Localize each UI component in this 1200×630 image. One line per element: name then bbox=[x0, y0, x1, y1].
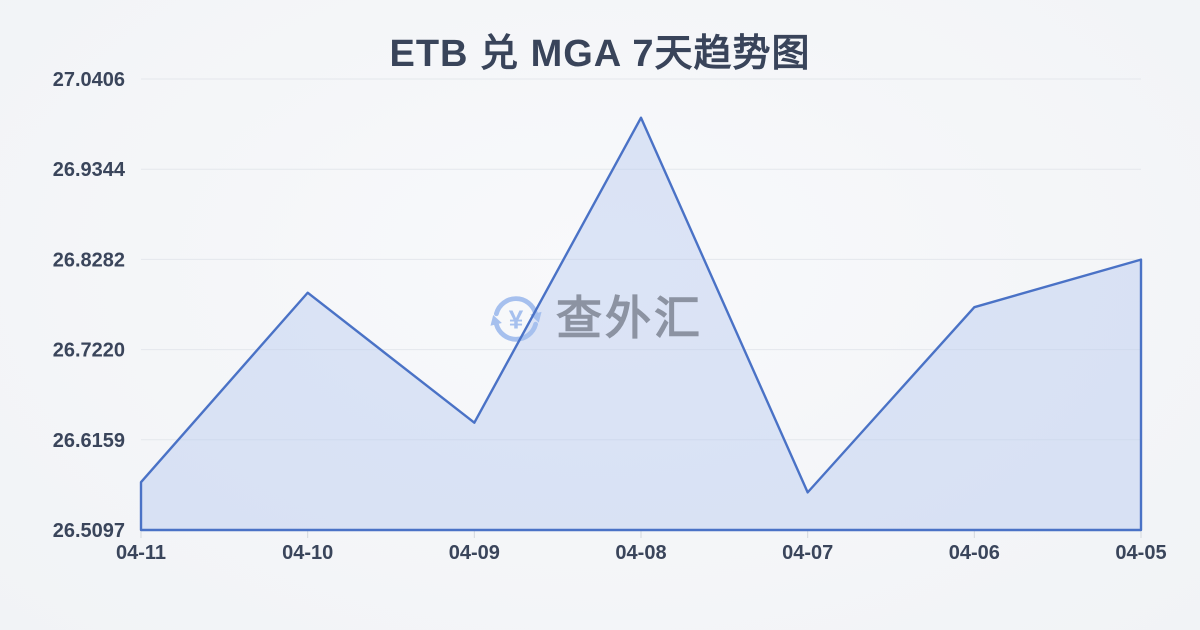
trend-line bbox=[141, 118, 1141, 530]
chart-line-layer bbox=[0, 0, 1200, 630]
chart-canvas: ETB 兑 MGA 7天趋势图 27.040626.934426.828226.… bbox=[0, 0, 1200, 630]
